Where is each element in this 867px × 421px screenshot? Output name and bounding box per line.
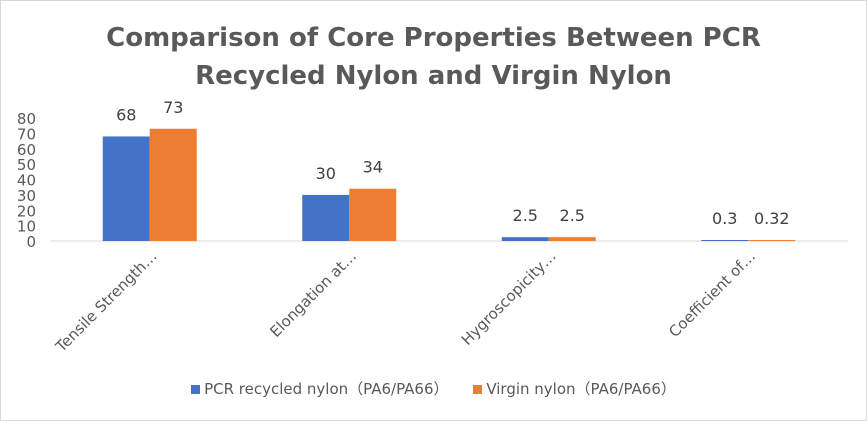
bar-0-series-1 [149,128,197,241]
bar-2-series-0 [501,237,549,241]
y-tick-label-80: 80 [17,110,36,128]
data-label-3-series-1: 0.32 [754,209,790,228]
y-tick-label-50: 50 [17,156,36,174]
data-label-2-series-1: 2.5 [560,206,585,225]
bar-2-series-1 [548,237,596,241]
legend-item-pcr: PCR recycled nylon（PA6/PA66） [191,378,449,399]
category-label-1: Elongation at… [266,247,360,341]
y-tick-label-10: 10 [17,218,36,236]
data-label-1-series-1: 34 [363,158,383,177]
data-label-0-series-1: 73 [163,98,183,117]
legend-item-virgin: Virgin nylon（PA6/PA66） [473,378,676,399]
legend-swatch-virgin [473,385,483,394]
y-tick-label-0: 0 [26,233,36,251]
bar-3-series-0 [701,240,749,241]
chart-title-line-1: Comparison of Core Properties Between PC… [106,23,761,53]
legend-label-virgin: Virgin nylon（PA6/PA66） [486,380,676,398]
y-tick-label-40: 40 [17,172,36,190]
chart-legend: PCR recycled nylon（PA6/PA66） Virgin nylo… [0,378,867,399]
category-label-3: Coefficient of… [665,247,759,341]
category-label-2: Hygroscopicity… [458,247,560,349]
y-tick-label-20: 20 [17,202,36,220]
data-label-2-series-0: 2.5 [513,206,538,225]
legend-swatch-pcr [191,385,201,394]
data-label-1-series-0: 30 [316,164,336,183]
bar-1-series-1 [349,188,397,241]
chart-title-line-2: Recycled Nylon and Virgin Nylon [195,61,672,91]
y-tick-label-60: 60 [17,141,36,159]
data-label-0-series-0: 68 [116,105,136,124]
y-tick-label-70: 70 [17,125,36,143]
y-tick-label-30: 30 [17,187,36,205]
legend-label-pcr: PCR recycled nylon（PA6/PA66） [204,380,449,398]
bar-0-series-0 [102,136,150,241]
data-label-3-series-0: 0.3 [712,209,737,228]
category-label-0: Tensile Strength… [51,247,160,356]
bar-3-series-1 [748,240,796,241]
bar-1-series-0 [302,194,350,241]
